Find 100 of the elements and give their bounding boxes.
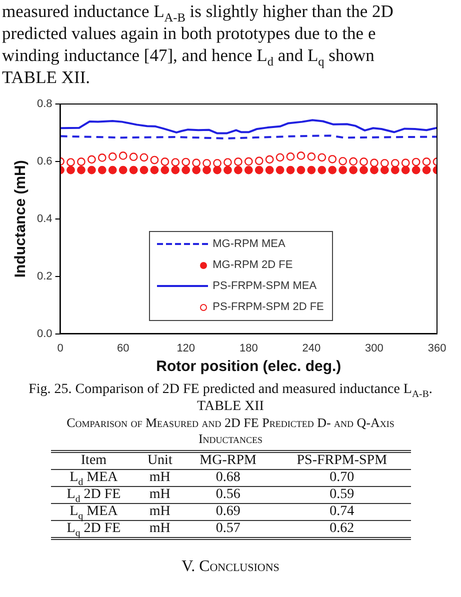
text: mH — [136, 486, 183, 504]
point — [370, 158, 378, 168]
point — [224, 166, 232, 174]
point — [66, 158, 75, 167]
point — [307, 166, 316, 174]
text: TABLE XII — [196, 398, 265, 415]
point — [192, 166, 201, 174]
text: 0.69 — [182, 504, 274, 520]
x-tick-label: 0 — [57, 342, 64, 354]
x-tick-label: 60 — [116, 342, 130, 354]
point — [318, 153, 326, 162]
point — [66, 166, 75, 174]
text: L$_{d}$ MEA — [50, 470, 137, 488]
text: 0.56 — [182, 486, 274, 504]
point — [254, 166, 264, 174]
legend-label: MG-RPM MEA — [212, 238, 286, 250]
legend-label: PS-FRPM-SPM 2D FE — [212, 300, 324, 313]
y-tick-label: 0.0 — [36, 328, 52, 340]
point — [422, 166, 431, 174]
text: L$_{d}$ 2D FE — [50, 486, 137, 505]
point — [360, 158, 368, 166]
point — [276, 166, 284, 174]
point — [349, 166, 358, 174]
point — [401, 166, 410, 174]
point — [129, 166, 138, 174]
point — [202, 166, 211, 174]
text: 0.57 — [182, 520, 274, 538]
text: PS-FRPM-SPM — [273, 452, 410, 470]
x-tick-label: 240 — [302, 342, 321, 354]
point — [98, 166, 106, 174]
point — [338, 156, 348, 166]
text: Inductances — [197, 431, 264, 447]
point — [171, 166, 180, 174]
point — [87, 155, 96, 164]
point — [338, 166, 348, 174]
point — [108, 166, 117, 174]
y-axis-title: Inductance (mH) — [12, 160, 30, 278]
y-tick-label: 0.4 — [36, 212, 52, 225]
point — [380, 166, 389, 174]
point — [192, 158, 201, 168]
point — [160, 158, 170, 166]
text: measured inductance L$_{A-B}$ is slightly higher than the 2D — [2, 0, 394, 24]
point — [87, 166, 96, 174]
x-tick-label: 120 — [176, 342, 196, 354]
text: 0.68 — [182, 470, 274, 486]
point — [213, 166, 222, 174]
point — [182, 166, 190, 174]
text: 0.74 — [273, 504, 410, 520]
point — [328, 166, 337, 174]
point — [160, 166, 170, 174]
point — [276, 153, 284, 162]
point — [171, 158, 180, 167]
text: winding inductance [47], and hence L$_{d}$ and L$_{q}$ shown — [2, 44, 376, 68]
point — [140, 153, 148, 162]
x-tick-label: 180 — [239, 342, 258, 354]
text: V. Conclusions — [180, 558, 280, 576]
text: Item — [50, 452, 137, 470]
text: mH — [136, 520, 183, 538]
point — [328, 154, 337, 164]
point — [244, 157, 253, 166]
text: mH — [136, 470, 183, 486]
text: predicted values again in both prototypes due to the e — [2, 22, 377, 44]
point — [150, 166, 159, 174]
legend-label: MG-RPM 2D FE — [212, 258, 293, 271]
point — [118, 166, 128, 174]
text: TABLE XII. — [2, 67, 90, 87]
caption: Fig. 25. Comparison of 2D FE predicted and measured inductance L$_{A-B}$. — [28, 381, 434, 400]
point — [98, 154, 106, 162]
point — [244, 166, 253, 174]
point — [140, 166, 148, 174]
x-axis-title: Rotor position (elec. deg.) — [156, 358, 342, 376]
point — [296, 152, 306, 160]
point — [182, 158, 190, 166]
point — [118, 152, 128, 160]
point — [307, 152, 316, 161]
point — [265, 155, 274, 164]
point — [286, 152, 295, 161]
text: 0.59 — [273, 486, 410, 504]
point — [129, 152, 138, 162]
point — [108, 152, 117, 161]
point — [390, 158, 400, 168]
point — [265, 166, 274, 174]
point — [318, 166, 326, 174]
y-tick-label: 0.8 — [36, 98, 52, 110]
point — [380, 158, 389, 168]
point — [202, 158, 211, 168]
point — [360, 166, 368, 174]
point — [422, 158, 431, 166]
x-tick-label: 360 — [428, 342, 446, 354]
point — [224, 158, 232, 167]
point — [77, 158, 86, 166]
text: MG-RPM — [182, 452, 274, 470]
point — [286, 166, 295, 174]
point — [370, 166, 378, 174]
point — [390, 166, 400, 174]
point — [234, 166, 242, 174]
point — [412, 166, 420, 174]
text: L$_{q}$ MEA — [50, 504, 137, 522]
y-tick-label: 0.6 — [36, 155, 52, 168]
text: mH — [136, 504, 183, 520]
